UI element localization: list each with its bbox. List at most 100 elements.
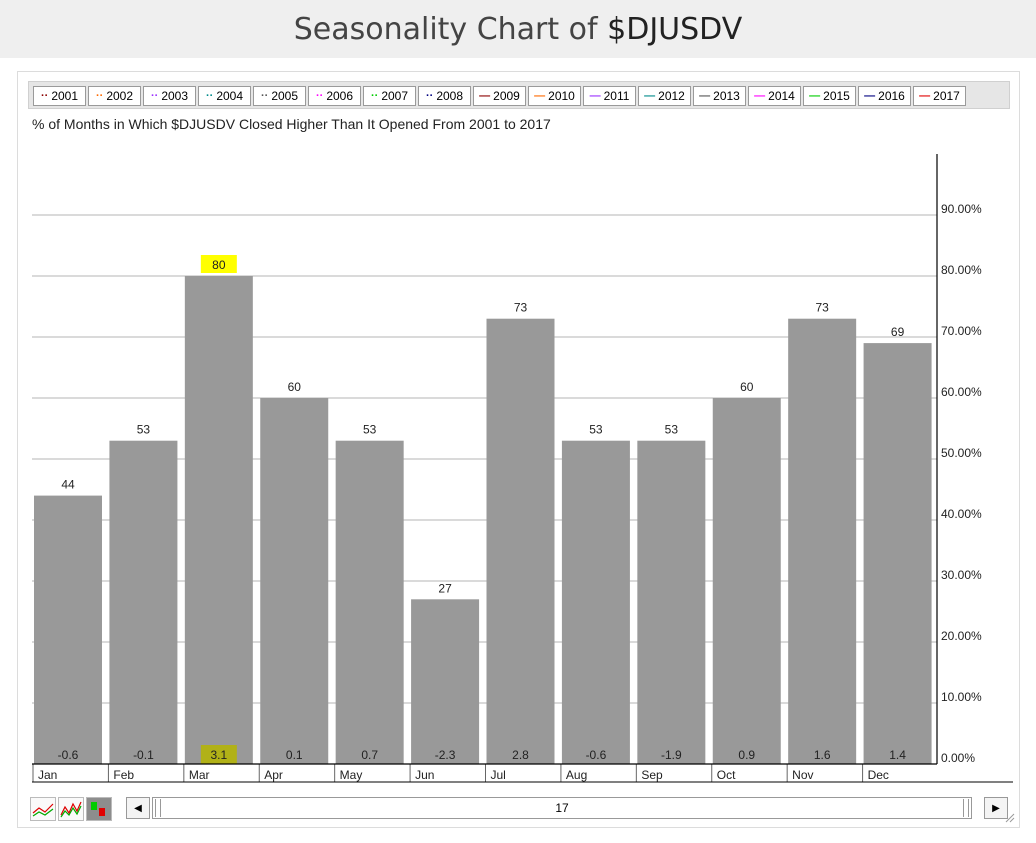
left-arrow-icon[interactable]: ◀ (126, 797, 150, 819)
legend-item-2014[interactable]: —2014 (748, 86, 801, 106)
page-title-prefix: Seasonality Chart of (293, 11, 608, 47)
bar (335, 440, 404, 764)
y-tick-label: 0.00% (941, 751, 975, 765)
bar-value-label: 53 (665, 423, 679, 437)
legend-item-2012[interactable]: —2012 (638, 86, 691, 106)
title-bar: Seasonality Chart of $DJUSDV (0, 0, 1036, 58)
x-tick-label: Jun (415, 768, 434, 782)
y-tick-label: 90.00% (941, 202, 982, 216)
bar (411, 599, 480, 764)
legend-item-2008[interactable]: ·· 2008 (418, 86, 471, 106)
scrollbar-left-grip[interactable] (155, 799, 161, 817)
bar-change-label: 2.8 (512, 748, 529, 762)
highlight-change-box (200, 745, 237, 764)
legend-label: 2003 (161, 89, 189, 103)
bar-value-label: 27 (438, 581, 452, 595)
legend-label: 2007 (381, 89, 409, 103)
bar-value-label: 60 (740, 380, 754, 394)
legend-swatch: ·· (40, 90, 49, 102)
x-tick-label: May (340, 768, 363, 782)
chart-frame: ·· 2001 ·· 2002 ·· 2003 ·· 2004 ·· 2005 ·· 2006 ·· 20… (17, 71, 1020, 828)
bar-change-label: 3.1 (210, 748, 227, 762)
bar (486, 318, 555, 764)
x-tick-label: Dec (868, 768, 889, 782)
bar-change-label: 0.7 (361, 748, 378, 762)
bar-change-label: 1.6 (814, 748, 831, 762)
legend-swatch: — (919, 90, 931, 102)
legend-swatch: ·· (205, 90, 214, 102)
bar-chart-icon[interactable] (86, 797, 112, 821)
x-tick-label: Feb (113, 768, 134, 782)
x-tick-label: Apr (264, 768, 283, 782)
legend: ·· 2001 ·· 2002 ·· 2003 ·· 2004 ·· 2005 ·· 2006 ·· 20… (28, 81, 1010, 109)
bar-value-label: 80 (212, 258, 226, 272)
bar (637, 440, 706, 764)
scrollbar-right-grip[interactable] (963, 799, 969, 817)
legend-swatch: ·· (315, 90, 324, 102)
legend-label: 2008 (436, 89, 464, 103)
legend-item-2003[interactable]: ·· 2003 (143, 86, 196, 106)
chart-controls: ◀ 17 ▶ (30, 795, 1010, 823)
y-tick-label: 40.00% (941, 507, 982, 521)
y-tick-label: 70.00% (941, 324, 982, 338)
chart-plot: 0.00% 10.00% 20.00% 30.00% 40.00% 50.00% 60.00… (32, 154, 1013, 783)
y-tick-label: 20.00% (941, 629, 982, 643)
bar (788, 318, 857, 764)
bar-value-label: 69 (891, 325, 905, 339)
page-title: Seasonality Chart of $DJUSDV (294, 12, 743, 47)
legend-swatch: ·· (150, 90, 159, 102)
legend-item-2010[interactable]: —2010 (528, 86, 581, 106)
legend-item-2017[interactable]: —2017 (913, 86, 966, 106)
legend-item-2013[interactable]: —2013 (693, 86, 746, 106)
legend-swatch: — (864, 90, 876, 102)
legend-item-2002[interactable]: ·· 2002 (88, 86, 141, 106)
legend-label: 2014 (768, 89, 795, 103)
bar-change-label: -1.9 (661, 748, 682, 762)
highlight-value-box (200, 255, 237, 273)
bar (34, 495, 102, 764)
legend-label: 2005 (271, 89, 299, 103)
bar-change-label: -0.6 (586, 748, 607, 762)
legend-item-2016[interactable]: —2016 (858, 86, 911, 106)
legend-label: 2009 (493, 89, 520, 103)
legend-swatch: — (589, 90, 601, 102)
legend-swatch: — (754, 90, 766, 102)
bar-change-label: 0.1 (286, 748, 303, 762)
x-tick-label: Nov (792, 768, 813, 782)
legend-label: 2011 (603, 89, 630, 103)
page-title-ticker: $DJUSDV (607, 11, 743, 47)
bar-change-label: 1.4 (889, 748, 906, 762)
x-tick-label: Jan (38, 768, 57, 782)
bar-value-label: 73 (514, 301, 528, 315)
legend-item-2006[interactable]: ·· 2006 (308, 86, 361, 106)
x-tick-label: Sep (641, 768, 663, 782)
legend-label: 2010 (548, 89, 575, 103)
bar-value-label: 73 (815, 301, 829, 315)
bar (863, 343, 932, 764)
line-chart-icon[interactable] (30, 797, 56, 821)
legend-item-2005[interactable]: ·· 2005 (253, 86, 306, 106)
legend-swatch: — (644, 90, 656, 102)
legend-label: 2016 (878, 89, 905, 103)
legend-item-2009[interactable]: —2009 (473, 86, 526, 106)
x-tick-label: Mar (189, 768, 210, 782)
legend-swatch: — (809, 90, 821, 102)
legend-label: 2017 (933, 89, 960, 103)
bar (109, 440, 178, 764)
legend-label: 2002 (106, 89, 134, 103)
performance-chart-icon[interactable] (58, 797, 84, 821)
resize-handle-icon[interactable] (1003, 811, 1015, 823)
legend-item-2004[interactable]: ·· 2004 (198, 86, 251, 106)
bar-value-label: 60 (288, 380, 302, 394)
legend-item-2011[interactable]: —2011 (583, 86, 636, 106)
date-range-scrollbar[interactable]: 17 (152, 797, 972, 819)
legend-label: 2004 (216, 89, 244, 103)
legend-item-2007[interactable]: ·· 2007 (363, 86, 416, 106)
legend-item-2001[interactable]: ·· 2001 (33, 86, 86, 106)
legend-label: 2006 (326, 89, 354, 103)
y-tick-label: 80.00% (941, 263, 982, 277)
bar-value-label: 53 (589, 423, 603, 437)
right-arrow-icon[interactable]: ▶ (984, 797, 1008, 819)
legend-item-2015[interactable]: —2015 (803, 86, 856, 106)
legend-swatch: — (534, 90, 546, 102)
